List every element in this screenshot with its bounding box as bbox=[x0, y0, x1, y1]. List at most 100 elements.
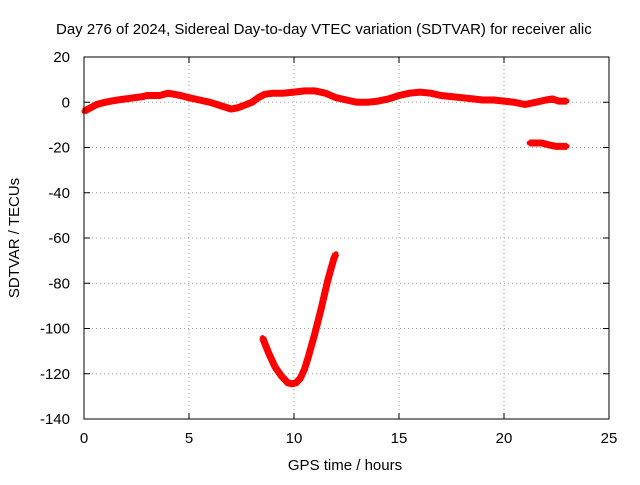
data-point bbox=[344, 97, 349, 103]
data-point bbox=[278, 373, 284, 379]
y-tick-label: -60 bbox=[48, 230, 70, 247]
data-point bbox=[512, 99, 517, 105]
data-point bbox=[131, 95, 137, 101]
data-point bbox=[501, 98, 507, 104]
data-point bbox=[428, 90, 433, 96]
data-point bbox=[306, 353, 312, 359]
data-point bbox=[178, 93, 184, 98]
series-line bbox=[259, 252, 340, 388]
data-point bbox=[228, 106, 234, 112]
data-point bbox=[291, 89, 297, 95]
data-point bbox=[85, 106, 91, 112]
x-tick-label: 10 bbox=[286, 430, 303, 447]
y-tick-label: -80 bbox=[48, 275, 70, 292]
data-point bbox=[560, 143, 566, 149]
data-point bbox=[171, 91, 177, 97]
data-point bbox=[407, 90, 412, 96]
data-point bbox=[165, 90, 171, 96]
data-point bbox=[549, 96, 555, 102]
data-point bbox=[564, 98, 570, 104]
data-point bbox=[396, 93, 402, 98]
data-point bbox=[526, 140, 532, 146]
data-point bbox=[491, 97, 496, 103]
x-tick-label: 15 bbox=[391, 430, 408, 447]
data-point bbox=[533, 140, 538, 146]
data-point bbox=[89, 104, 95, 110]
data-point bbox=[94, 102, 100, 107]
data-point bbox=[522, 102, 528, 107]
data-point bbox=[386, 96, 391, 102]
data-point bbox=[331, 255, 337, 261]
data-point bbox=[266, 350, 272, 356]
data-point bbox=[564, 143, 570, 149]
y-axis-label: SDTVAR / TECUs bbox=[6, 178, 23, 298]
data-point bbox=[270, 90, 276, 96]
data-point bbox=[556, 98, 562, 104]
y-tick-label: -140 bbox=[40, 411, 70, 428]
data-point bbox=[234, 105, 240, 111]
x-tick-label: 5 bbox=[185, 430, 193, 447]
data-point bbox=[312, 88, 318, 94]
y-tick-label: -20 bbox=[48, 140, 70, 157]
data-point bbox=[150, 93, 156, 98]
data-point bbox=[255, 95, 261, 101]
y-tick-label: -40 bbox=[48, 185, 70, 202]
data-point bbox=[123, 96, 129, 102]
data-point bbox=[262, 91, 268, 97]
data-point bbox=[302, 366, 307, 372]
data-point bbox=[218, 103, 223, 109]
data-point bbox=[354, 99, 360, 105]
data-point bbox=[144, 93, 150, 98]
data-point bbox=[102, 99, 108, 105]
x-tick-label: 20 bbox=[496, 430, 513, 447]
y-tick-label: -100 bbox=[40, 321, 70, 338]
data-point bbox=[543, 141, 549, 147]
data-point bbox=[375, 98, 381, 104]
data-point bbox=[115, 97, 121, 103]
data-point bbox=[249, 99, 255, 105]
data-point bbox=[438, 93, 444, 98]
data-point bbox=[543, 97, 549, 103]
data-point bbox=[333, 251, 339, 257]
data-point bbox=[459, 95, 465, 101]
data-point bbox=[554, 143, 559, 149]
data-point bbox=[285, 380, 291, 386]
grid-lines bbox=[84, 57, 609, 419]
data-point bbox=[302, 88, 307, 94]
axis-ticks: 20 0 -20 -40 -60 -80 -100 -120 -140 0 5 10 15 20 25 bbox=[40, 49, 617, 447]
data-point bbox=[333, 95, 339, 101]
data-point bbox=[323, 90, 328, 96]
data-point bbox=[260, 335, 265, 341]
data-point bbox=[312, 330, 318, 336]
x-axis-label: GPS time / hours bbox=[288, 457, 402, 474]
data-point bbox=[533, 99, 538, 105]
data-point bbox=[297, 375, 303, 381]
x-tick-label: 0 bbox=[80, 430, 88, 447]
data-point bbox=[272, 364, 278, 370]
data-point bbox=[108, 98, 114, 104]
data-series bbox=[81, 87, 570, 388]
plot-frame bbox=[83, 56, 610, 420]
y-tick-label: 20 bbox=[53, 49, 70, 66]
data-point bbox=[449, 94, 454, 100]
data-point bbox=[365, 99, 370, 105]
x-tick-label: 25 bbox=[601, 430, 618, 447]
data-point bbox=[417, 89, 423, 95]
y-tick-label: -120 bbox=[40, 366, 70, 383]
data-point bbox=[539, 140, 545, 146]
data-point bbox=[470, 96, 475, 102]
data-point bbox=[207, 99, 213, 105]
data-point bbox=[157, 93, 163, 98]
data-point bbox=[186, 95, 192, 101]
data-point bbox=[289, 381, 295, 387]
data-point bbox=[98, 100, 104, 106]
data-point bbox=[293, 380, 299, 386]
data-point bbox=[480, 97, 486, 103]
data-point bbox=[318, 305, 324, 311]
y-tick-label: 0 bbox=[62, 94, 70, 111]
data-point bbox=[325, 278, 331, 284]
chart-title: Day 276 of 2024, Sidereal Day-to-day VTE… bbox=[56, 21, 592, 38]
data-point bbox=[140, 94, 146, 100]
